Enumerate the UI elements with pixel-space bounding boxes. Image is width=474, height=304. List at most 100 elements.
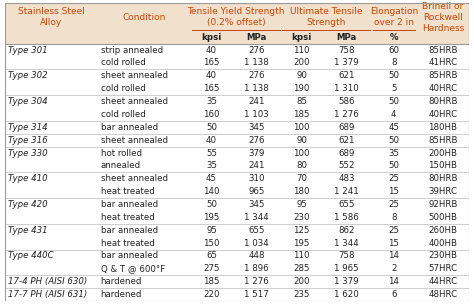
Text: 1 241: 1 241 xyxy=(334,187,359,196)
Text: 230HB: 230HB xyxy=(428,251,457,261)
Text: MPa: MPa xyxy=(246,33,267,42)
Text: 275: 275 xyxy=(203,264,220,273)
Text: 195: 195 xyxy=(203,213,220,222)
Text: 1 103: 1 103 xyxy=(244,110,269,119)
Text: Type 410: Type 410 xyxy=(8,174,47,183)
Text: 1 138: 1 138 xyxy=(244,58,269,67)
Text: kpsi: kpsi xyxy=(201,33,222,42)
Text: 689: 689 xyxy=(338,123,355,132)
Text: 17-7 PH (AISI 631): 17-7 PH (AISI 631) xyxy=(8,290,87,299)
Text: Type 304: Type 304 xyxy=(8,97,47,106)
Text: annealed: annealed xyxy=(100,161,141,171)
Text: kpsi: kpsi xyxy=(292,33,312,42)
Text: 60: 60 xyxy=(388,46,399,55)
Text: 150HB: 150HB xyxy=(428,161,457,171)
Text: 235: 235 xyxy=(293,290,310,299)
Text: 95: 95 xyxy=(206,226,217,235)
Text: 45: 45 xyxy=(206,174,217,183)
Text: Type 316: Type 316 xyxy=(8,136,47,145)
Text: 14: 14 xyxy=(388,277,399,286)
Text: heat treated: heat treated xyxy=(100,213,155,222)
Text: 40: 40 xyxy=(206,46,217,55)
Text: 758: 758 xyxy=(338,251,355,261)
Text: 276: 276 xyxy=(248,71,265,80)
Text: Ultimate Tensile
Strength: Ultimate Tensile Strength xyxy=(290,7,363,27)
Text: 92HRB: 92HRB xyxy=(428,200,457,209)
Text: 25: 25 xyxy=(388,226,399,235)
Text: 655: 655 xyxy=(248,226,265,235)
Text: 165: 165 xyxy=(203,58,220,67)
Text: 50: 50 xyxy=(388,136,399,145)
Text: cold rolled: cold rolled xyxy=(100,84,146,93)
Text: 25: 25 xyxy=(388,200,399,209)
Text: 100: 100 xyxy=(293,123,310,132)
Text: 15: 15 xyxy=(388,187,399,196)
Text: 1 344: 1 344 xyxy=(244,213,269,222)
Text: 48HRC: 48HRC xyxy=(428,290,457,299)
Text: 90: 90 xyxy=(296,136,307,145)
Text: bar annealed: bar annealed xyxy=(100,123,158,132)
Text: 25: 25 xyxy=(388,174,399,183)
Text: 195: 195 xyxy=(293,239,310,247)
Text: 586: 586 xyxy=(338,97,355,106)
Text: MPa: MPa xyxy=(337,33,357,42)
Text: Type 440C: Type 440C xyxy=(8,251,53,261)
Text: 44HRC: 44HRC xyxy=(428,277,457,286)
Text: Brinell or
Rockwell
Hardness: Brinell or Rockwell Hardness xyxy=(422,2,464,33)
Text: 345: 345 xyxy=(248,200,265,209)
Text: 310: 310 xyxy=(248,174,265,183)
Text: 40HRC: 40HRC xyxy=(428,110,457,119)
Text: 200: 200 xyxy=(293,277,310,286)
Text: 500HB: 500HB xyxy=(428,213,457,222)
Text: 6: 6 xyxy=(391,290,397,299)
Text: 40HRC: 40HRC xyxy=(428,84,457,93)
Text: 1 517: 1 517 xyxy=(244,290,269,299)
Text: 8: 8 xyxy=(391,58,397,67)
Text: strip annealed: strip annealed xyxy=(100,46,163,55)
Text: 140: 140 xyxy=(203,187,220,196)
Text: 50: 50 xyxy=(388,71,399,80)
Text: 80: 80 xyxy=(296,161,307,171)
Text: 110: 110 xyxy=(293,251,310,261)
Text: 190: 190 xyxy=(293,84,310,93)
Text: 621: 621 xyxy=(338,71,355,80)
Text: 8: 8 xyxy=(391,213,397,222)
Text: 260HB: 260HB xyxy=(428,226,457,235)
Text: bar annealed: bar annealed xyxy=(100,200,158,209)
Text: 40: 40 xyxy=(206,136,217,145)
Text: 552: 552 xyxy=(338,161,355,171)
Text: 345: 345 xyxy=(248,123,265,132)
Text: 150: 150 xyxy=(203,239,220,247)
Text: hot rolled: hot rolled xyxy=(100,149,142,157)
Text: 95: 95 xyxy=(296,200,307,209)
Text: 50: 50 xyxy=(206,200,217,209)
Text: 110: 110 xyxy=(293,46,310,55)
Text: 14: 14 xyxy=(388,251,399,261)
Text: 45: 45 xyxy=(388,123,399,132)
Text: 35: 35 xyxy=(388,149,399,157)
Text: 758: 758 xyxy=(338,46,355,55)
Text: Tensile Yield Strength
(0.2% offset): Tensile Yield Strength (0.2% offset) xyxy=(187,7,285,27)
Text: Type 314: Type 314 xyxy=(8,123,47,132)
Text: 1 138: 1 138 xyxy=(244,84,269,93)
Text: hardened: hardened xyxy=(100,290,142,299)
Text: 1 034: 1 034 xyxy=(244,239,269,247)
Text: 85HRB: 85HRB xyxy=(428,46,457,55)
Text: 1 896: 1 896 xyxy=(244,264,269,273)
Text: Type 302: Type 302 xyxy=(8,71,47,80)
Text: 276: 276 xyxy=(248,46,265,55)
Text: 15: 15 xyxy=(388,239,399,247)
Text: 100: 100 xyxy=(293,149,310,157)
Text: 41HRC: 41HRC xyxy=(428,58,457,67)
Text: 1 965: 1 965 xyxy=(335,264,359,273)
Text: %: % xyxy=(390,33,398,42)
Text: 862: 862 xyxy=(338,226,355,235)
Text: Type 420: Type 420 xyxy=(8,200,47,209)
Text: 185: 185 xyxy=(293,110,310,119)
Text: 1 586: 1 586 xyxy=(334,213,359,222)
Text: 40: 40 xyxy=(206,71,217,80)
Text: 185: 185 xyxy=(203,277,220,286)
Text: 180: 180 xyxy=(293,187,310,196)
Text: Stainless Steel
Alloy: Stainless Steel Alloy xyxy=(18,7,85,27)
Text: heat treated: heat treated xyxy=(100,187,155,196)
